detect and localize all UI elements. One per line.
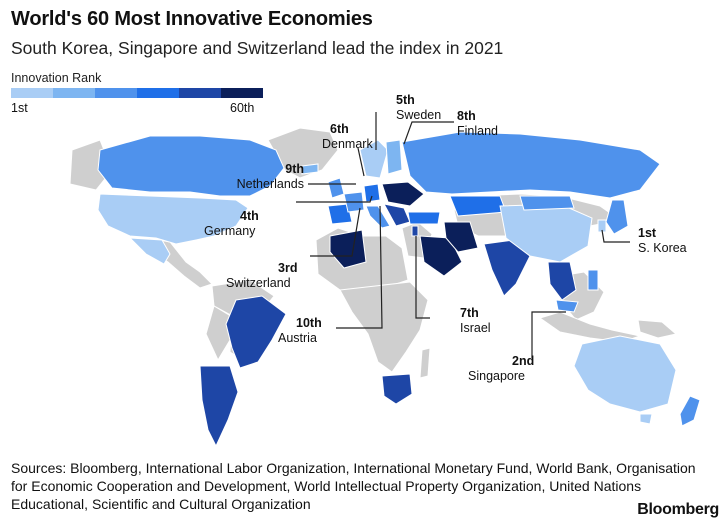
leader-israel — [415, 236, 430, 319]
kazakhstan — [449, 195, 507, 217]
label-israel: 7th Israel — [460, 306, 491, 336]
italy — [365, 205, 391, 229]
legend-low-label: 1st — [11, 101, 28, 115]
israel — [411, 225, 419, 237]
name-austria: Austria — [278, 331, 317, 345]
name-finland: Finland — [457, 124, 498, 138]
chart-title: World's 60 Most Innovative Economies — [11, 8, 373, 30]
label-netherlands: 9th Netherlands — [224, 162, 304, 192]
canada — [97, 135, 285, 197]
bloomberg-logo: Bloomberg — [637, 501, 719, 518]
leader-austria — [336, 205, 383, 329]
africa-central — [339, 281, 429, 373]
norway-sweden — [359, 139, 389, 179]
uk — [327, 177, 345, 199]
madagascar — [419, 347, 431, 379]
thailand-vietnam — [547, 261, 577, 301]
leader-switzerland — [310, 207, 361, 257]
chile-argentina — [199, 365, 239, 448]
label-singapore: 2nd Singapore — [468, 354, 534, 384]
australia — [573, 335, 677, 413]
label-switzerland: 3rd Switzerland — [226, 261, 297, 291]
label-denmark: 6th Denmark — [322, 122, 373, 152]
legend-high-label: 60th — [230, 101, 255, 115]
rank-finland: 8th — [457, 109, 476, 123]
rank-south-korea: 1st — [638, 226, 657, 240]
rank-israel: 7th — [460, 306, 479, 320]
rank-sweden: 5th — [396, 93, 415, 107]
south-korea — [597, 219, 607, 233]
usa — [97, 193, 249, 245]
leader-singapore — [531, 311, 566, 358]
name-denmark: Denmark — [322, 137, 373, 151]
rank-switzerland: 3rd — [278, 261, 298, 275]
legend-swatch-6 — [221, 88, 263, 98]
name-israel: Israel — [460, 321, 491, 335]
germany — [363, 183, 381, 203]
legend-color-scale — [11, 88, 263, 98]
legend-swatch-5 — [179, 88, 221, 98]
label-finland: 8th Finland — [457, 109, 498, 139]
rank-netherlands: 9th — [285, 162, 304, 176]
philippines — [587, 269, 599, 291]
label-sweden: 5th Sweden — [396, 93, 441, 123]
tasmania — [639, 413, 653, 425]
iceland — [301, 163, 319, 175]
leader-lines — [296, 112, 630, 358]
leader-germany — [296, 195, 373, 203]
leader-korea — [601, 229, 630, 243]
chart-subtitle: South Korea, Singapore and Switzerland l… — [11, 38, 504, 58]
south-africa — [381, 373, 413, 405]
legend-swatch-3 — [95, 88, 137, 98]
indonesia — [538, 311, 642, 343]
poland-ukraine — [381, 181, 425, 207]
new-zealand — [679, 395, 701, 427]
rank-denmark: 6th — [330, 122, 349, 136]
mexico — [128, 237, 171, 265]
leader-denmark — [357, 147, 365, 177]
legend-title: Innovation Rank — [11, 71, 102, 85]
iran — [443, 221, 479, 253]
name-switzerland: Switzerland — [226, 276, 291, 290]
leader-finland — [403, 121, 454, 145]
name-sweden: Sweden — [396, 108, 442, 122]
japan — [605, 199, 629, 235]
rank-germany: 4th — [240, 209, 259, 223]
brazil — [225, 295, 287, 369]
rank-singapore: 2nd — [512, 354, 535, 368]
turkey — [407, 211, 441, 225]
label-austria: 10th Austria — [278, 316, 322, 346]
sources-note: Sources: Bloomberg, International Labor … — [11, 460, 696, 512]
finland — [385, 139, 403, 175]
label-germany: 4th Germany — [204, 209, 259, 239]
new-guinea — [637, 319, 678, 339]
label-south-korea: 1st S. Korea — [638, 226, 687, 256]
saudi-arabia — [419, 235, 463, 277]
name-netherlands: Netherlands — [236, 177, 304, 191]
spain — [327, 203, 353, 225]
legend-swatch-4 — [137, 88, 179, 98]
greenland — [267, 127, 339, 179]
rank-austria: 10th — [296, 316, 322, 330]
legend-swatch-2 — [53, 88, 95, 98]
name-germany: Germany — [204, 224, 256, 238]
russia — [401, 131, 661, 199]
mongolia — [519, 195, 575, 211]
land-ranked — [97, 131, 701, 448]
name-south-korea: S. Korea — [638, 241, 687, 255]
legend-swatch-1 — [11, 88, 53, 98]
name-singapore: Singapore — [468, 369, 525, 383]
malaysia — [555, 299, 579, 313]
